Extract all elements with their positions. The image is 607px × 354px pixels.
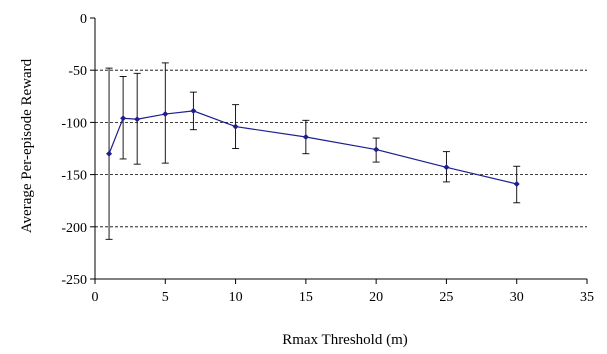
x-tick-label: 30 <box>510 290 524 305</box>
y-tick-label: -150 <box>61 169 87 184</box>
data-point <box>373 146 380 153</box>
error-bars <box>105 62 521 240</box>
x-tick-label: 15 <box>299 290 313 305</box>
data-point <box>106 150 113 157</box>
x-axis-label: Rmax Threshold (m) <box>282 332 408 348</box>
x-tick-label: 20 <box>369 290 383 305</box>
x-tick-labels: 0 5 10 15 20 25 30 35 <box>92 290 595 305</box>
data-point <box>120 115 127 122</box>
y-tick-label: -200 <box>61 221 87 236</box>
data-point <box>443 164 450 171</box>
x-tick-label: 10 <box>229 290 243 305</box>
axes <box>90 17 588 284</box>
x-tick-label: 0 <box>92 290 99 305</box>
y-tick-labels: 0 -50 -100 -150 -200 -250 <box>61 12 87 288</box>
y-tick-label: 0 <box>80 12 87 27</box>
x-tick-label: 35 <box>580 290 594 305</box>
y-tick-label: -100 <box>61 116 87 131</box>
x-tick-label: 5 <box>162 290 169 305</box>
y-tick-label: -250 <box>61 273 87 288</box>
y-axis-label: Average Per-episode Reward <box>19 58 35 233</box>
data-point <box>232 123 239 130</box>
y-tick-label: -50 <box>68 64 87 79</box>
data-point <box>162 111 169 118</box>
data-point <box>190 107 197 114</box>
series-line <box>108 110 517 185</box>
data-points <box>106 107 520 187</box>
data-point <box>134 116 141 123</box>
data-point <box>302 134 309 141</box>
grid-lines <box>95 69 587 228</box>
x-tick-label: 25 <box>439 290 453 305</box>
data-point <box>513 180 520 187</box>
